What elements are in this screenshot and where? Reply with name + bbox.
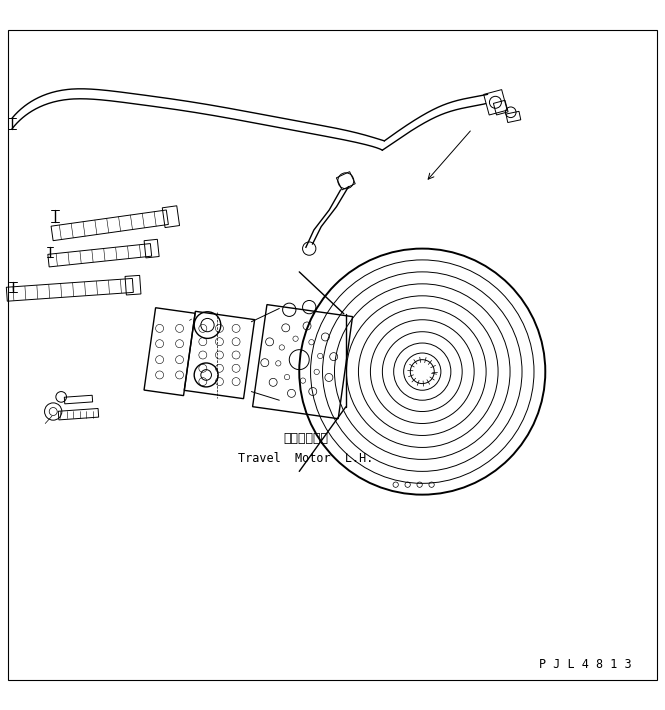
Text: 走行モータ左: 走行モータ左 [283,432,329,444]
Text: P J L 4 8 1 3: P J L 4 8 1 3 [539,658,632,671]
Text: Travel  Motor  L.H.: Travel Motor L.H. [238,452,374,465]
